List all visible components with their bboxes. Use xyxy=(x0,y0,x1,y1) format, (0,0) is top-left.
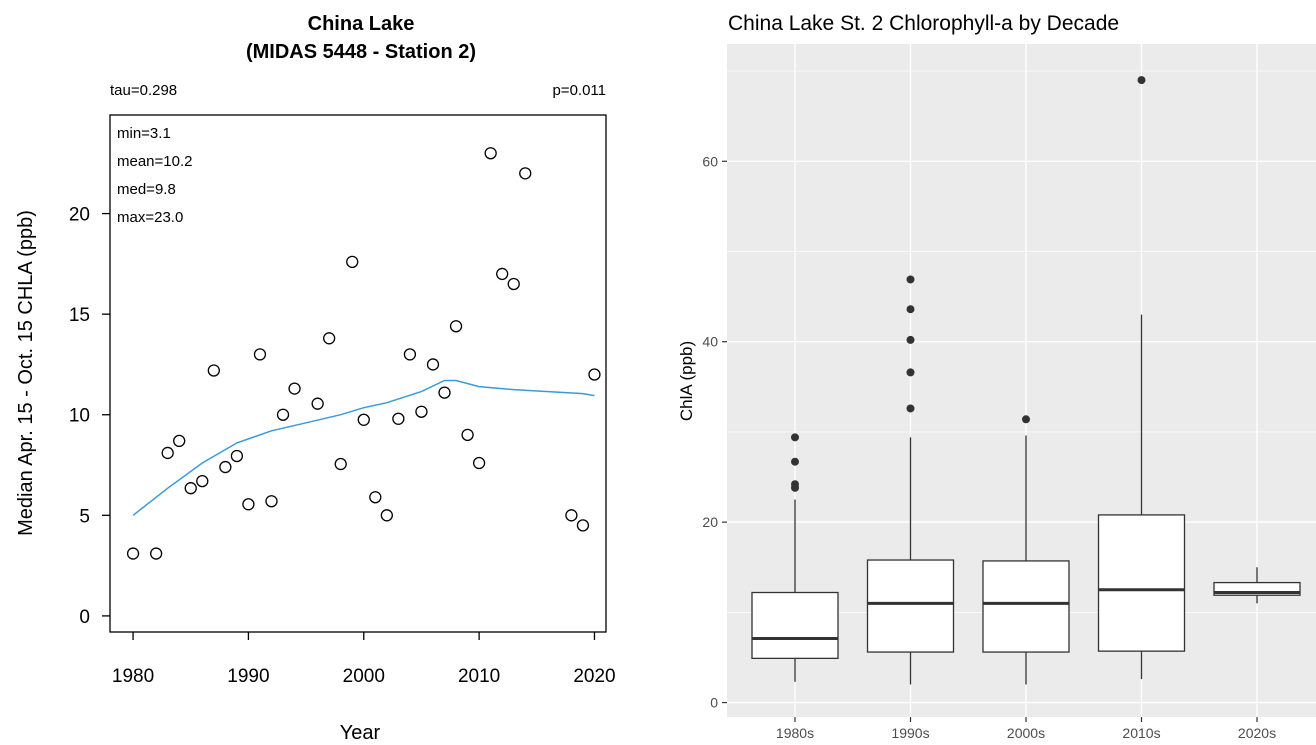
data-point xyxy=(496,267,509,281)
chart-title: China Lake St. 2 Chlorophyll-a by Decade xyxy=(728,12,1119,35)
data-point xyxy=(346,255,359,269)
chart-title: China Lake xyxy=(308,13,415,35)
x-tick-label: 2000 xyxy=(343,666,385,687)
x-axis-ticks: 1980 1990 2000 2010 2020 xyxy=(112,632,616,687)
data-point xyxy=(438,386,451,399)
data-point xyxy=(288,382,301,395)
data-point xyxy=(219,460,232,474)
interquartile-box xyxy=(982,560,1070,653)
plot-frame xyxy=(109,114,607,633)
data-point xyxy=(311,397,324,410)
stat-mean: mean=10.2 xyxy=(117,153,192,170)
x-tick-label: 2010 xyxy=(458,666,500,687)
x-tick-label: 2020 xyxy=(573,666,615,687)
outlier-point xyxy=(906,335,915,344)
box-2000s xyxy=(982,415,1070,685)
stat-median: med=9.8 xyxy=(117,181,176,198)
x-tick-label: 2000s xyxy=(1007,725,1045,741)
data-point xyxy=(392,412,405,425)
data-point xyxy=(149,547,163,560)
data-point xyxy=(334,457,347,471)
outlier-point xyxy=(906,404,915,413)
box-1980s xyxy=(751,433,839,682)
trend-line xyxy=(132,379,595,516)
outlier-point xyxy=(1022,415,1030,424)
data-point xyxy=(242,498,255,511)
y-tick-label: 20 xyxy=(69,205,90,226)
y-tick-label: 15 xyxy=(69,305,90,326)
x-tick-label: 2010s xyxy=(1122,725,1160,741)
y-tick-label: 20 xyxy=(702,514,718,530)
y-tick-label: 40 xyxy=(702,334,718,350)
outlier-point xyxy=(906,275,915,284)
y-tick-label: 0 xyxy=(710,695,718,711)
stat-max: max=23.0 xyxy=(117,209,183,226)
x-axis-ticks: 1980s 1990s 2000s 2010s 2020s xyxy=(776,717,1276,741)
chart-subtitle: (MIDAS 5448 - Station 2) xyxy=(246,41,476,63)
outlier-point xyxy=(906,368,915,377)
y-tick-label: 60 xyxy=(702,153,718,169)
boxes xyxy=(751,76,1301,685)
interquartile-box xyxy=(751,591,839,660)
data-point xyxy=(184,482,197,495)
data-point xyxy=(207,364,220,377)
data-point xyxy=(276,408,290,421)
data-point xyxy=(126,547,140,560)
y-tick-label: 5 xyxy=(79,506,90,527)
interquartile-box xyxy=(866,559,955,653)
x-tick-label: 1980 xyxy=(112,666,154,687)
y-tick-label: 0 xyxy=(79,607,90,628)
y-axis-title: ChlA (ppb) xyxy=(677,341,696,421)
y-tick-label: 10 xyxy=(69,406,90,427)
outlier-point xyxy=(791,480,799,489)
interquartile-box xyxy=(1097,514,1186,652)
stat-min: min=3.1 xyxy=(117,125,171,142)
y-axis-title: Median Apr. 15 - Oct. 15 CHLA (ppb) xyxy=(15,210,37,536)
data-points xyxy=(126,147,601,560)
data-point xyxy=(484,147,497,160)
outlier-point xyxy=(1137,76,1146,85)
data-point xyxy=(265,495,278,508)
data-point xyxy=(323,332,336,345)
data-point xyxy=(449,320,463,333)
data-point xyxy=(161,446,174,460)
data-point xyxy=(173,434,186,448)
y-axis-ticks: 0 20 40 60 xyxy=(702,153,727,711)
box-1990s xyxy=(866,275,955,685)
chla-by-decade-boxplot: China Lake St. 2 Chlorophyll-a by Decade… xyxy=(677,12,1316,741)
data-point xyxy=(426,358,440,371)
y-axis-ticks: 0 5 10 15 20 xyxy=(69,205,110,628)
outlier-point xyxy=(791,457,799,466)
data-point xyxy=(357,413,370,426)
x-tick-label: 1990s xyxy=(891,725,929,741)
data-point xyxy=(253,348,267,361)
x-axis-title: Year xyxy=(340,722,381,744)
data-point xyxy=(588,368,601,381)
data-point xyxy=(507,277,520,291)
x-tick-label: 1990 xyxy=(227,666,269,687)
data-point xyxy=(369,491,382,504)
data-point xyxy=(196,474,209,488)
box-2020s xyxy=(1213,567,1301,604)
chla-trend-scatter-chart: China Lake (MIDAS 5448 - Station 2) tau=… xyxy=(15,13,616,744)
p-value-stat: p=0.011 xyxy=(552,82,606,99)
data-point xyxy=(415,405,428,418)
data-point xyxy=(461,428,474,442)
tau-stat: tau=0.298 xyxy=(110,82,177,99)
outlier-point xyxy=(791,433,799,442)
data-point xyxy=(565,509,578,522)
x-tick-label: 2020s xyxy=(1238,725,1276,741)
data-point xyxy=(576,519,590,532)
data-point xyxy=(230,449,244,463)
x-tick-label: 1980s xyxy=(776,725,814,741)
data-point xyxy=(472,456,486,470)
data-point xyxy=(380,509,393,522)
data-point xyxy=(403,348,417,361)
outlier-point xyxy=(906,305,915,314)
data-point xyxy=(519,167,532,180)
box-2010s xyxy=(1097,76,1186,680)
